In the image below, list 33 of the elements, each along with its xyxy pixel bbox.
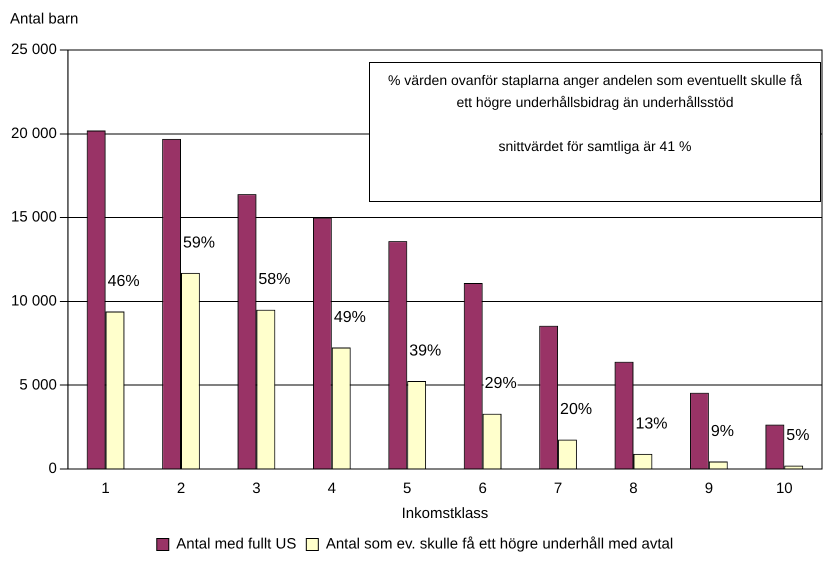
annotation: 9% [710, 422, 734, 440]
y-tick-label: 15 000 [10, 208, 57, 226]
x-tick-label: 10 [776, 480, 793, 498]
annotation: 5% [786, 427, 810, 444]
annotation: snittvärdet för samtliga är 41 % [498, 137, 692, 156]
y-tick-label: 20 000 [10, 124, 57, 142]
annotation: 49% [334, 308, 366, 326]
y-tick-label: 25 000 [10, 41, 57, 58]
x-tick-label: 8 [629, 480, 638, 498]
y-tick-label: 0 [48, 460, 57, 478]
annotation: 29% [484, 375, 517, 392]
annotation: 20% [560, 401, 592, 418]
y-tick-label: 5 000 [19, 376, 57, 394]
text-box: % värden ovanför staplarna anger andelen som eventuellt skulle få ett högre underhållsbidrag än underhållsstöd snittvärdet för samtliga är 41 % [369, 62, 821, 202]
x-tick-label: 6 [478, 480, 487, 498]
x-tick-label: 4 [328, 480, 336, 498]
x-tick-label: 5 [403, 480, 412, 498]
x-tick-label: 1 [101, 480, 110, 498]
x-axis-title: Inkomstklass [402, 505, 488, 522]
x-tick-label: 9 [704, 480, 714, 498]
legend-label: Antal med fullt US [176, 536, 296, 553]
annotation: 39% [409, 342, 442, 360]
x-tick-label: 2 [176, 480, 186, 498]
annotation: 58% [258, 271, 290, 288]
annotation: % värden ovanför staplarna anger andelen som eventuellt skulle få ett högre underhållsbidrag än underhållsstöd [386, 71, 804, 112]
y-axis-title: Antal barn [10, 10, 78, 28]
annotation: 59% [182, 234, 216, 252]
y-tick-label: 10 000 [10, 292, 57, 310]
x-tick-label: 3 [252, 480, 261, 498]
annotation: 46% [108, 272, 140, 290]
legend-label: Antal som ev. skulle få ett högre underhåll med avtal [326, 536, 674, 553]
x-tick-label: 7 [554, 480, 562, 498]
annotation: 13% [635, 415, 668, 432]
